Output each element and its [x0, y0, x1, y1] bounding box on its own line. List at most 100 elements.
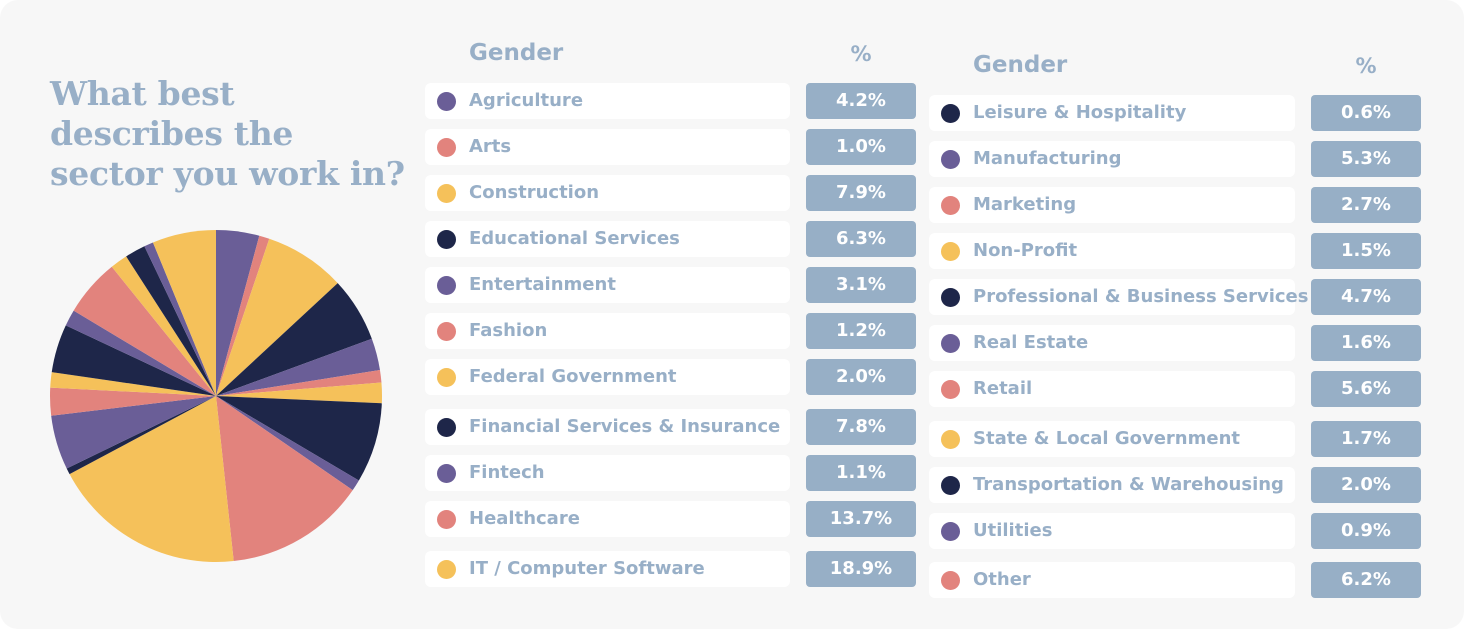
column-header-left: Gender	[469, 40, 564, 66]
legend-value: 2.7%	[1311, 187, 1421, 223]
pie-chart	[49, 230, 383, 562]
legend-label: Leisure & Hospitality	[973, 102, 1187, 123]
legend-dot-icon	[437, 418, 456, 437]
legend-label: Healthcare	[469, 508, 580, 529]
legend-label: Retail	[973, 378, 1033, 399]
legend-label-pill: Fintech	[425, 455, 790, 491]
legend-dot-icon	[437, 276, 456, 295]
legend-label-pill: Federal Government	[425, 359, 790, 395]
pie-slice-construction	[216, 238, 338, 396]
legend-label-pill: Non-Profit	[929, 233, 1295, 269]
legend-label-pill: Transportation & Warehousing	[929, 467, 1295, 503]
pie-slice-arts	[216, 235, 270, 396]
pie-slice-marketing	[49, 387, 217, 416]
legend-label: Real Estate	[973, 332, 1089, 353]
legend-label-pill: Retail	[929, 371, 1295, 407]
legend-value: 18.9%	[806, 551, 916, 587]
pie-slice-federal-government	[216, 382, 383, 404]
legend-label-pill: State & Local Government	[929, 421, 1295, 457]
legend-label-pill: Entertainment	[425, 267, 790, 303]
pie-slice-professional-business-services	[51, 325, 217, 396]
pie-slice-educational-services	[216, 283, 372, 396]
pie-slice-retail	[73, 266, 217, 396]
legend-label-pill: Manufacturing	[929, 141, 1295, 177]
legend-value: 1.1%	[806, 455, 916, 491]
legend-value: 1.7%	[1311, 421, 1421, 457]
legend-label: Entertainment	[469, 274, 616, 295]
legend-value: 5.3%	[1311, 141, 1421, 177]
legend-dot-icon	[437, 322, 456, 341]
legend-dot-icon	[941, 380, 960, 399]
legend-dot-icon	[941, 242, 960, 261]
legend-value: 1.5%	[1311, 233, 1421, 269]
legend-label-pill: Construction	[425, 175, 790, 211]
pie-slice-leisure-hospitality	[66, 396, 216, 475]
legend-dot-icon	[437, 92, 456, 111]
pie-slice-it-computer-software	[69, 396, 234, 562]
column-header-right: Gender	[973, 52, 1068, 78]
legend-dot-icon	[437, 230, 456, 249]
legend-dot-icon	[941, 104, 960, 123]
legend-dot-icon	[941, 334, 960, 353]
legend-value: 7.8%	[806, 409, 916, 445]
legend-dot-icon	[437, 138, 456, 157]
legend-value: 7.9%	[806, 175, 916, 211]
legend-label: Utilities	[973, 520, 1053, 541]
pie-slice-state-local-government	[111, 256, 216, 396]
legend-value: 13.7%	[806, 501, 916, 537]
legend-value: 4.7%	[1311, 279, 1421, 315]
legend-value: 0.6%	[1311, 95, 1421, 131]
legend-label-pill: Real Estate	[929, 325, 1295, 361]
legend-label-pill: Other	[929, 562, 1295, 598]
legend-label-pill: IT / Computer Software	[425, 551, 790, 587]
legend-label-pill: Healthcare	[425, 501, 790, 537]
pie-slice-real-estate	[65, 310, 216, 396]
legend-value: 2.0%	[806, 359, 916, 395]
legend-value: 6.2%	[1311, 562, 1421, 598]
pie-slice-other	[152, 230, 216, 396]
percent-header-right: %	[1355, 54, 1377, 78]
legend-label: Federal Government	[469, 366, 677, 387]
legend-label: Agriculture	[469, 90, 584, 111]
legend-dot-icon	[437, 184, 456, 203]
legend-dot-icon	[941, 430, 960, 449]
pie-slice-utilities	[144, 242, 216, 396]
chart-title: What best describes the sector you work …	[50, 74, 405, 193]
pie-slice-agriculture	[216, 230, 260, 396]
legend-label-pill: Fashion	[425, 313, 790, 349]
pie-slice-financial-services-insurance	[216, 396, 382, 481]
legend-dot-icon	[941, 522, 960, 541]
legend-value: 2.0%	[1311, 467, 1421, 503]
legend-label: Manufacturing	[973, 148, 1122, 169]
legend-value: 4.2%	[806, 83, 916, 119]
pie-slice-manufacturing	[51, 396, 217, 469]
pie-slice-non-profit	[50, 372, 217, 396]
legend-label: Professional & Business Services	[973, 286, 1309, 307]
legend-label: Financial Services & Insurance	[469, 416, 781, 437]
legend-dot-icon	[941, 476, 960, 495]
pie-slice-fintech	[216, 396, 359, 491]
legend-dot-icon	[941, 288, 960, 307]
legend-label: Fintech	[469, 462, 545, 483]
legend-value: 5.6%	[1311, 371, 1421, 407]
legend-dot-icon	[437, 368, 456, 387]
legend-value: 0.9%	[1311, 513, 1421, 549]
legend-label-pill: Financial Services & Insurance	[425, 409, 790, 445]
legend-label: Educational Services	[469, 228, 680, 249]
legend-label: State & Local Government	[973, 428, 1241, 449]
legend-label-pill: Professional & Business Services	[929, 279, 1308, 315]
legend-dot-icon	[437, 560, 456, 579]
legend-dot-icon	[437, 510, 456, 529]
legend-dot-icon	[437, 464, 456, 483]
legend-label: Other	[973, 569, 1031, 590]
legend-value: 1.2%	[806, 313, 916, 349]
legend-label-pill: Arts	[425, 129, 790, 165]
percent-header-left: %	[850, 42, 872, 66]
legend-value: 6.3%	[806, 221, 916, 257]
pie-slice-healthcare	[216, 396, 353, 562]
legend-value: 3.1%	[806, 267, 916, 303]
legend-label: IT / Computer Software	[469, 558, 705, 579]
legend-dot-icon	[941, 150, 960, 169]
legend-label: Non-Profit	[973, 240, 1078, 261]
